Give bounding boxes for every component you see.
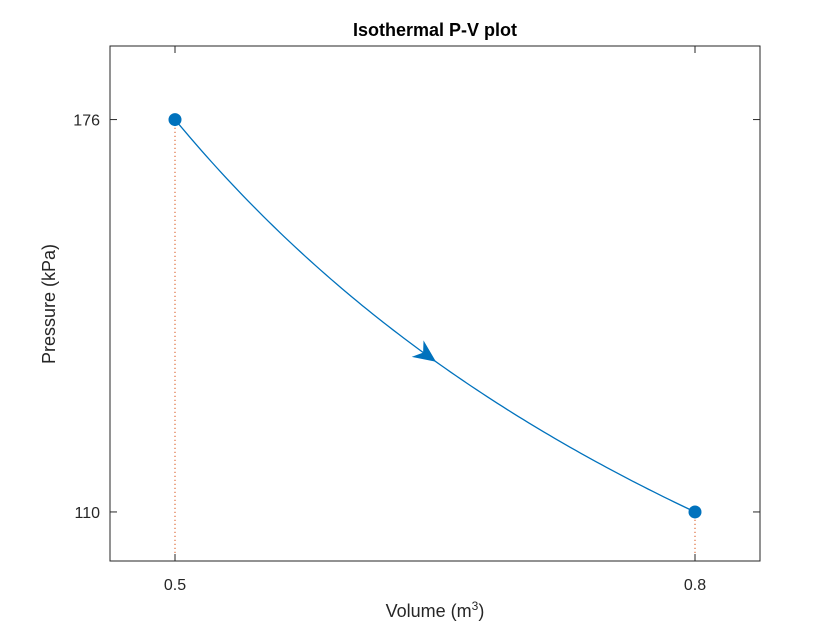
x-tick-label: 0.8 (684, 577, 706, 594)
tick-marks (110, 46, 760, 561)
series-layer (168, 113, 702, 519)
x-axis-label-base: Volume (m (386, 601, 472, 621)
data-point (168, 113, 182, 127)
axes-frame (109, 45, 761, 562)
direction-arrow (411, 340, 436, 362)
x-axis-label-suffix: ) (478, 601, 484, 621)
chart-title: Isothermal P-V plot (353, 20, 517, 40)
tick-labels: 0.5 0.8 110 176 (73, 113, 706, 594)
x-axis-label-superscript: 3 (472, 599, 479, 613)
x-axis-label: Volume (m3) (386, 599, 485, 621)
data-point (688, 505, 702, 519)
y-tick-label: 176 (73, 113, 100, 130)
y-axis-label: Pressure (kPa) (39, 244, 59, 364)
axes-box (109, 45, 761, 562)
x-tick-label: 0.5 (164, 577, 186, 594)
y-tick-label: 110 (74, 505, 100, 522)
reference-lines (174, 119, 696, 561)
